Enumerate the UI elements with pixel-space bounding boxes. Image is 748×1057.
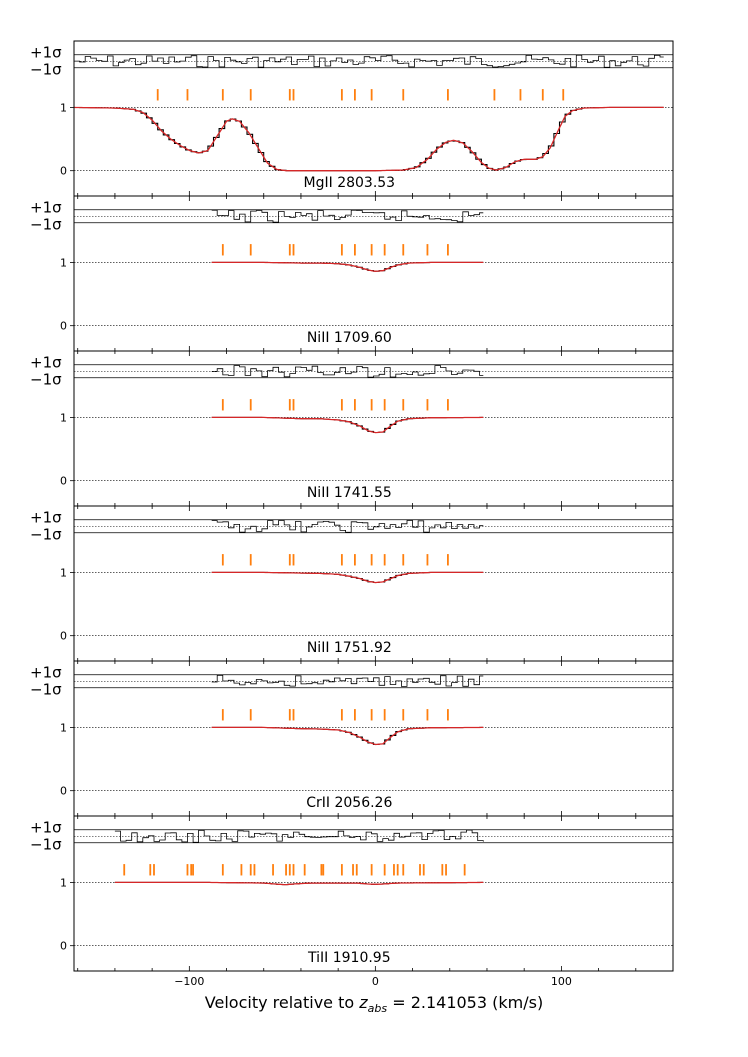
panel-1: 0 1 +1σ−1σ MgII 2803.53 [30, 40, 674, 197]
model-fit-line [211, 571, 484, 584]
y-tick-label: 0 [60, 940, 67, 953]
panel-frame [73, 40, 674, 197]
residual-minus-label: −1σ [30, 836, 62, 854]
x-axis-label-sub: abs [368, 1002, 388, 1015]
panel-frame [73, 660, 674, 817]
model-fit-line [211, 261, 484, 272]
panel-2: 0 1 +1σ−1σ NiII 1709.60 [30, 195, 674, 352]
x-tick-label: 100 [551, 975, 572, 988]
residual-trace [211, 520, 484, 533]
y-tick-label: 0 [60, 320, 67, 333]
y-tick-label: 0 [60, 475, 67, 488]
model-fit-line [211, 726, 484, 746]
x-tick-label: −100 [174, 975, 204, 988]
residual-minus-label: −1σ [30, 681, 62, 699]
data-spectrum-line [74, 106, 664, 172]
panel-6: 0 1 +1σ−1σ TiII 1910.95 −100 0 100 [30, 815, 674, 988]
panel-4: 0 1 +1σ−1σ NiII 1751.92 [30, 505, 674, 662]
residual-plus-label: +1σ [30, 44, 62, 62]
x-axis-label: Velocity relative to zabs = 2.141053 (km… [205, 993, 543, 1015]
residual-minus-label: −1σ [30, 526, 62, 544]
residual-plus-label: +1σ [30, 509, 62, 527]
residual-plus-label: +1σ [30, 664, 62, 682]
panel-frame [73, 350, 674, 507]
model-fit-line [211, 416, 484, 434]
data-spectrum-line [211, 726, 484, 745]
data-spectrum-line [211, 571, 484, 584]
y-tick-label: 1 [60, 566, 67, 579]
panel-frame [73, 195, 674, 352]
x-axis-label-z: z [358, 993, 368, 1012]
residual-minus-label: −1σ [30, 61, 62, 79]
model-fit-line [73, 106, 664, 172]
panel-3: 0 1 +1σ−1σ NiII 1741.55 [30, 350, 674, 507]
panel-label: TiII 1910.95 [307, 950, 391, 966]
model-fit-line [114, 881, 484, 886]
panel-frame [73, 815, 674, 972]
residual-trace [74, 54, 664, 68]
y-tick-label: 0 [60, 165, 67, 178]
y-tick-label: 1 [60, 876, 67, 889]
panel-label: MgII 2803.53 [304, 175, 396, 191]
residual-trace [211, 365, 484, 378]
panel-label: CrII 2056.26 [306, 795, 392, 811]
data-spectrum-line [211, 261, 484, 272]
residual-plus-label: +1σ [30, 354, 62, 372]
panel-5: 0 1 +1σ−1σ CrII 2056.26 [30, 660, 674, 817]
residual-plus-label: +1σ [30, 819, 62, 837]
x-tick-label: 0 [372, 975, 379, 988]
residual-trace [211, 675, 484, 687]
y-tick-label: 1 [60, 721, 67, 734]
y-tick-label: 0 [60, 630, 67, 643]
panel-label: NiII 1741.55 [307, 485, 392, 501]
y-tick-label: 0 [60, 785, 67, 798]
y-tick-label: 1 [60, 411, 67, 424]
y-tick-label: 1 [60, 101, 67, 114]
panel-label: NiII 1751.92 [307, 640, 392, 656]
residual-minus-label: −1σ [30, 371, 62, 389]
residual-trace [211, 209, 484, 223]
y-tick-label: 1 [60, 256, 67, 269]
residual-minus-label: −1σ [30, 216, 62, 234]
x-axis-label-prefix: Velocity relative to [205, 993, 359, 1012]
residual-plus-label: +1σ [30, 199, 62, 217]
data-spectrum-line [211, 416, 484, 434]
residual-trace [114, 829, 484, 843]
panel-label: NiII 1709.60 [307, 330, 392, 346]
x-axis-label-suffix: = 2.141053 (km/s) [387, 993, 543, 1012]
